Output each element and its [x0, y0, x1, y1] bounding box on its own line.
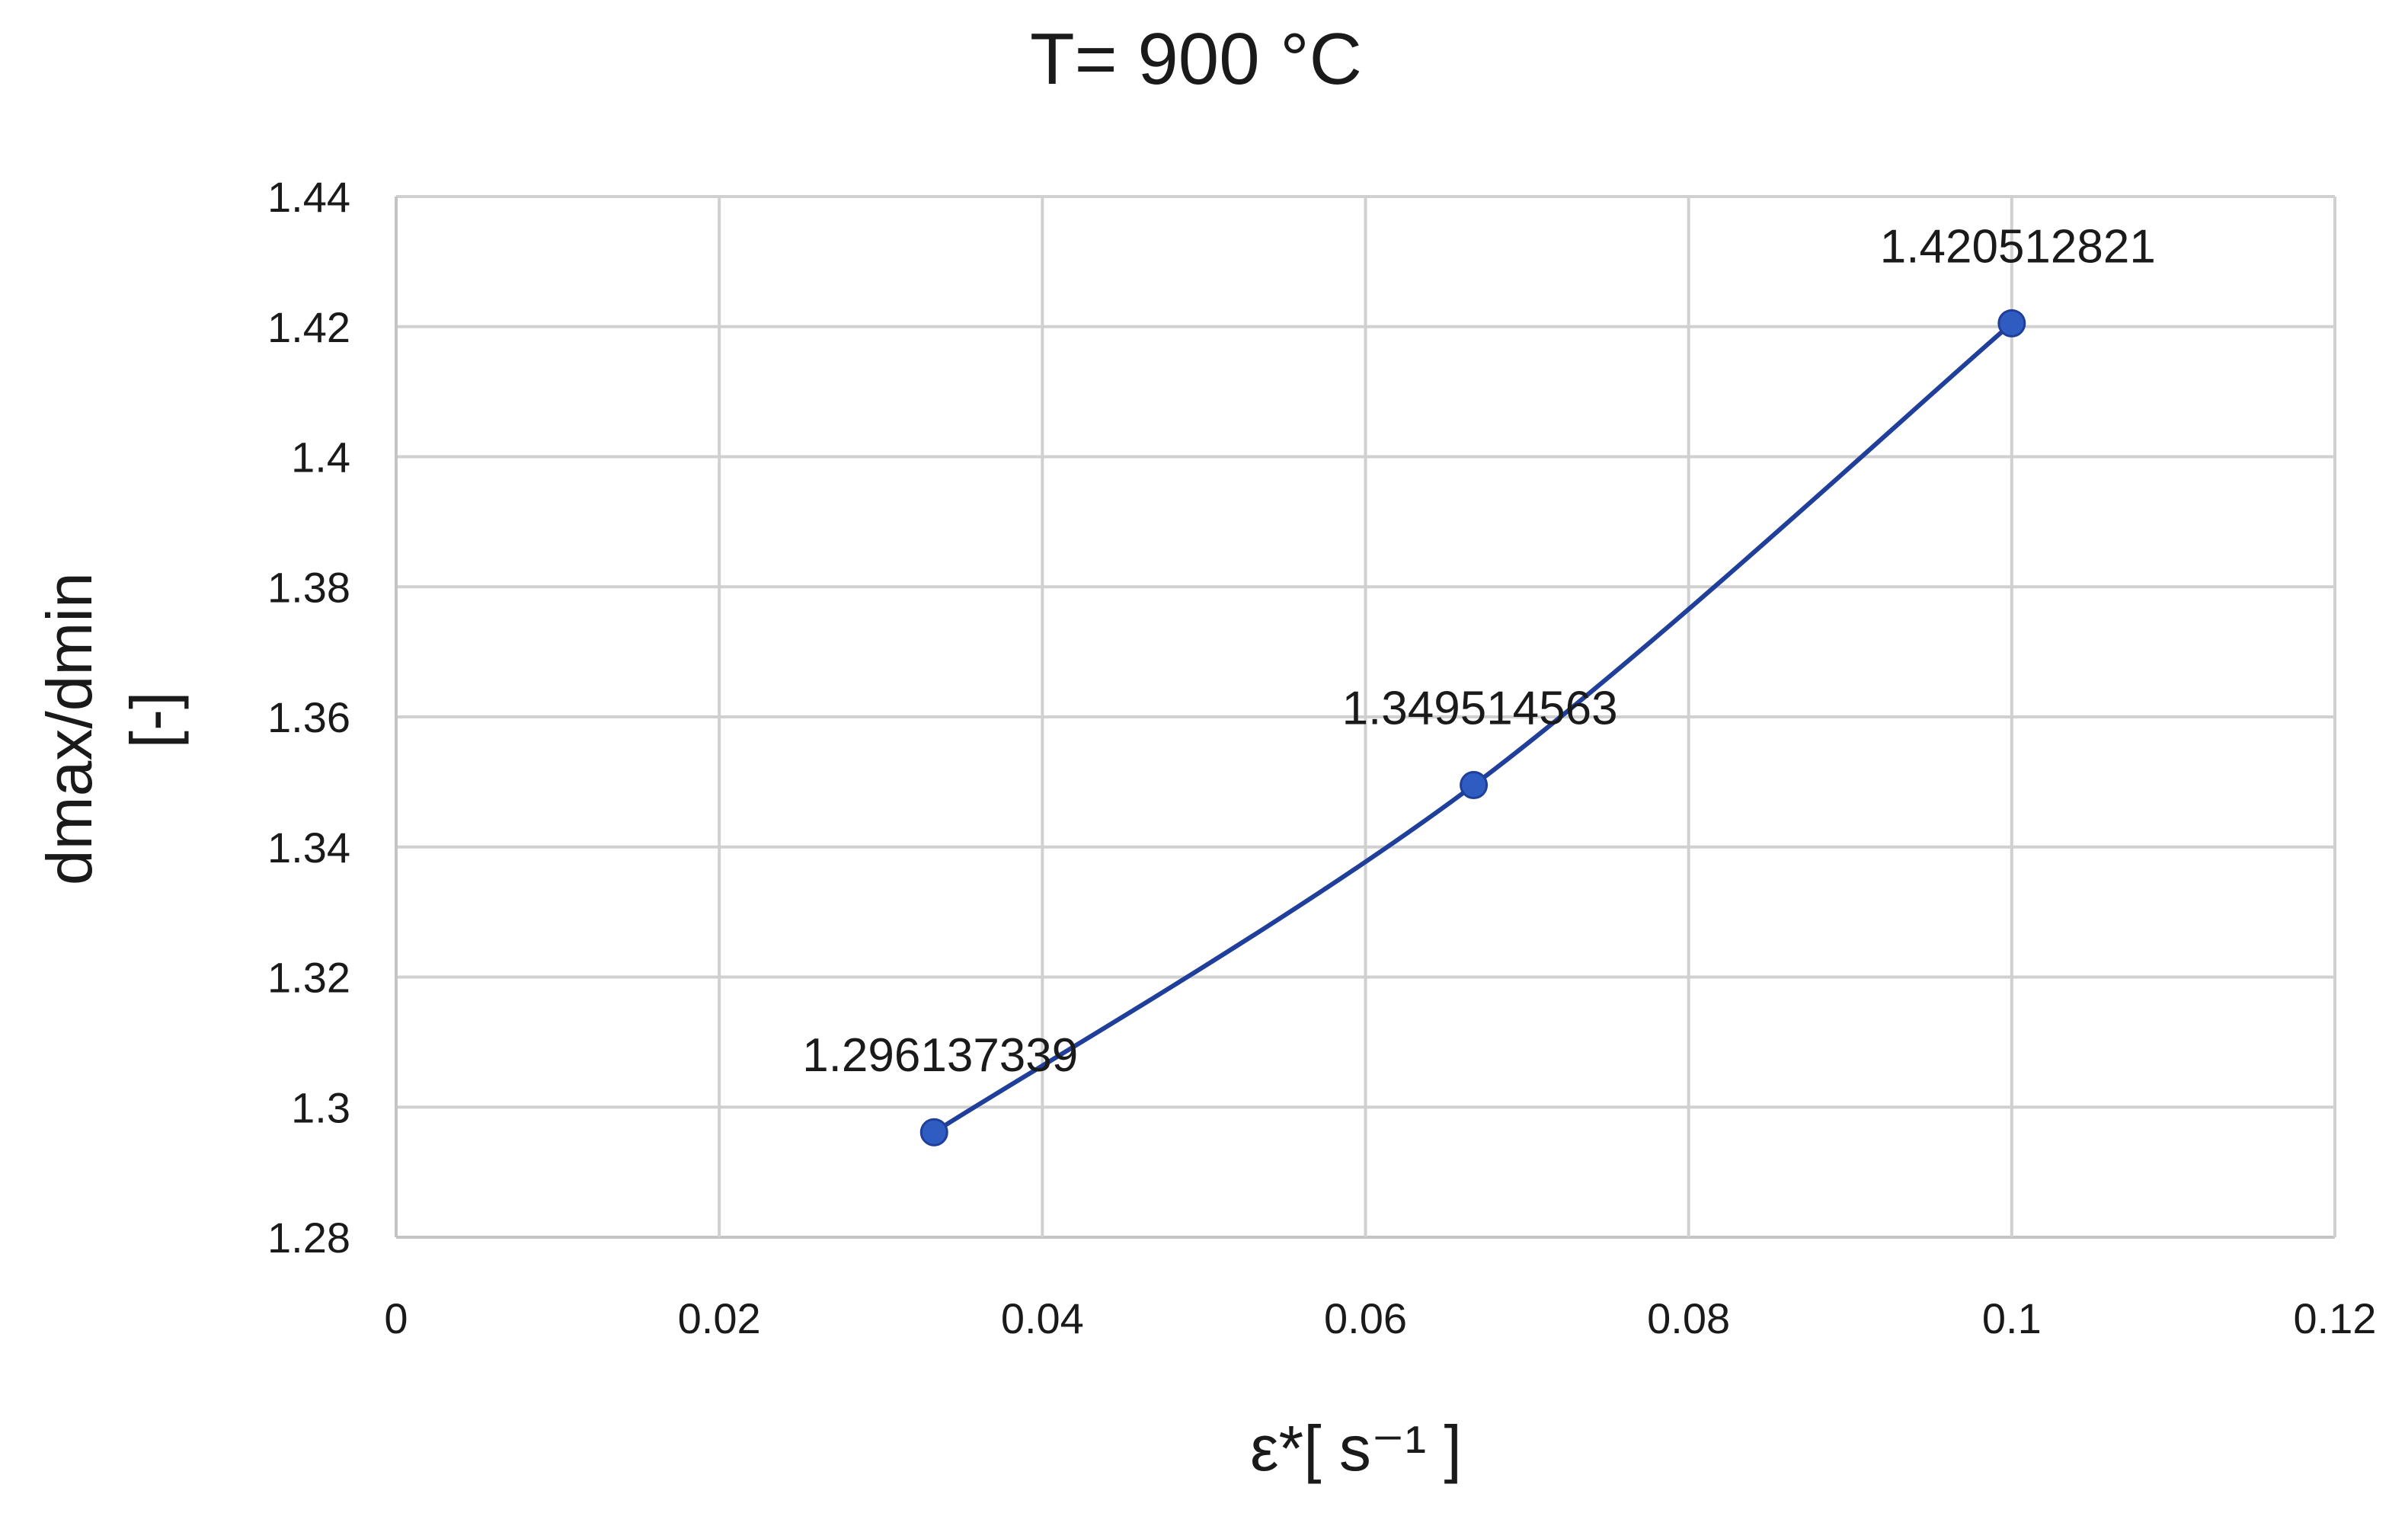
x-tick-label: 0.02 [678, 1294, 761, 1342]
y-tick-label: 1.44 [267, 173, 350, 221]
x-tick-label: 0.04 [1001, 1294, 1084, 1342]
y-axis-title-line-2: [-] [117, 692, 189, 749]
y-tick-label: 1.38 [267, 563, 350, 611]
x-tick-label: 0.12 [2294, 1294, 2377, 1342]
y-axis-title: dmax/dmin [-] [34, 555, 189, 885]
data-labels: 1.296137339 1.349514563 1.420512821 [802, 220, 2156, 1082]
series-markers [919, 309, 2026, 1147]
y-tick-label: 1.3 [291, 1083, 350, 1131]
data-point [1460, 771, 1489, 800]
grid [395, 195, 2336, 1239]
y-tick-label: 1.4 [291, 433, 350, 481]
y-tick-label: 1.34 [267, 824, 350, 872]
y-tick-label: 1.32 [267, 954, 350, 1002]
data-label: 1.296137339 [802, 1029, 1078, 1082]
y-axis-ticks: 1.28 1.3 1.32 1.34 1.36 1.38 1.4 1.42 1.44 [267, 173, 350, 1262]
y-tick-label: 1.42 [267, 303, 350, 351]
data-label: 1.420512821 [1880, 220, 2156, 273]
x-tick-label: 0 [384, 1294, 408, 1342]
data-label: 1.349514563 [1342, 683, 1618, 735]
x-axis-ticks: 0 0.02 0.04 0.06 0.08 0.1 0.12 [384, 1294, 2376, 1342]
x-tick-label: 0.08 [1647, 1294, 1730, 1342]
y-tick-label: 1.28 [267, 1214, 350, 1262]
x-axis-title: ε*[ s⁻¹ ] [1250, 1412, 1462, 1484]
y-axis-title-line-1: dmax/dmin [34, 572, 105, 885]
x-tick-label: 0.06 [1324, 1294, 1407, 1342]
x-tick-label: 0.1 [1982, 1294, 2042, 1342]
y-tick-label: 1.36 [267, 693, 350, 741]
data-point [919, 1118, 948, 1147]
data-point [1997, 309, 2026, 337]
chart-title: T= 900 °C [1030, 18, 1362, 100]
